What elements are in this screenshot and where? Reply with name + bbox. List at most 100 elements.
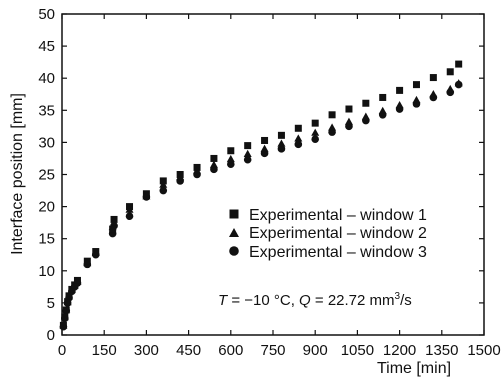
- data-point-window-1: [446, 68, 454, 76]
- data-point-window-1: [64, 298, 72, 306]
- data-point-window-1: [159, 177, 167, 185]
- conditions-annotation: T = −10 °C, Q = 22.72 mm3/s: [218, 291, 412, 309]
- data-point-window-1: [277, 131, 285, 139]
- data-point-window-1: [109, 225, 117, 233]
- y-tick-label: 50: [38, 6, 55, 23]
- y-tick-label: 15: [38, 231, 55, 248]
- data-point-window-2: [209, 160, 218, 168]
- y-axis-ticks: 0 5 10 15 20 25 30 35 40 45 50: [38, 6, 484, 344]
- annotation-T-value: = −10 °C,: [227, 292, 299, 309]
- data-point-window-1: [412, 81, 420, 89]
- data-point-window-1: [193, 163, 201, 171]
- x-tick-label: 300: [134, 342, 159, 359]
- data-point-window-2: [361, 112, 370, 120]
- data-points: [59, 60, 463, 331]
- data-point-window-1: [210, 154, 218, 162]
- data-point-window-3: [159, 186, 168, 195]
- data-point-window-1: [83, 257, 91, 265]
- legend-label-window-1: Experimental – window 1: [249, 207, 427, 224]
- data-point-window-2: [328, 123, 337, 131]
- data-point-window-1: [65, 292, 73, 300]
- data-point-window-3: [243, 155, 252, 164]
- data-point-window-2: [446, 84, 455, 93]
- data-point-window-2: [395, 100, 404, 109]
- data-point-window-1: [142, 190, 150, 198]
- data-point-window-1: [68, 285, 76, 293]
- x-tick-label: 150: [92, 342, 117, 359]
- y-tick-label: 20: [38, 199, 55, 216]
- data-point-window-2: [344, 117, 353, 125]
- data-point-window-1: [396, 86, 404, 94]
- annotation-T-symbol: T: [218, 292, 229, 309]
- y-tick-label: 30: [38, 134, 55, 151]
- x-tick-label: 1350: [425, 342, 458, 359]
- legend: Experimental – window 1 Experimental – w…: [229, 207, 427, 261]
- x-tick-label: 600: [218, 342, 243, 359]
- data-point-window-1: [379, 93, 387, 101]
- data-point-window-3: [227, 160, 235, 169]
- y-tick-label: 40: [38, 70, 55, 87]
- x-tick-label: 1050: [341, 342, 374, 359]
- data-point-window-2: [412, 95, 421, 104]
- annotation-Q-unit: /s: [400, 292, 412, 309]
- legend-circle-marker: [229, 246, 239, 256]
- data-point-window-3: [277, 145, 286, 153]
- plot-frame: [61, 13, 485, 336]
- legend-label-window-3: Experimental – window 3: [249, 244, 427, 261]
- data-point-window-2: [260, 144, 269, 152]
- x-tick-label: 1500: [467, 342, 500, 359]
- y-tick-label: 25: [38, 167, 55, 184]
- annotation-Q-exponent: 3: [395, 291, 401, 302]
- data-point-window-1: [429, 74, 437, 82]
- y-axis-label: Interface position [mm]: [9, 93, 26, 255]
- annotation-Q-value: = 22.72 mm: [311, 292, 395, 309]
- y-tick-label: 45: [38, 38, 55, 55]
- data-point-window-1: [311, 119, 319, 127]
- data-point-window-1: [345, 105, 353, 113]
- data-point-window-1: [455, 60, 463, 68]
- data-point-window-1: [61, 313, 69, 321]
- data-point-window-1: [71, 281, 79, 289]
- data-point-window-2: [311, 128, 320, 136]
- data-point-window-1: [73, 276, 81, 284]
- data-point-window-1: [110, 215, 118, 223]
- y-tick-label: 5: [47, 295, 55, 312]
- data-point-window-1: [92, 248, 100, 256]
- data-point-window-1: [362, 99, 370, 107]
- x-tick-label: 750: [260, 342, 285, 359]
- data-point-window-1: [244, 142, 252, 150]
- x-tick-label: 0: [58, 342, 66, 359]
- data-point-window-1: [176, 171, 184, 178]
- data-point-window-1: [59, 321, 67, 329]
- y-tick-label: 0: [47, 327, 55, 344]
- legend-label-window-2: Experimental – window 2: [249, 225, 427, 242]
- y-tick-label: 35: [38, 102, 55, 119]
- x-axis-label: Time [min]: [377, 360, 451, 377]
- y-tick-label: 10: [38, 263, 55, 280]
- data-point-window-1: [328, 111, 336, 119]
- x-tick-label: 900: [303, 342, 328, 359]
- legend-square-marker: [229, 209, 239, 219]
- data-point-window-1: [227, 147, 235, 155]
- annotation-Q-symbol: Q: [299, 292, 311, 309]
- x-tick-label: 1200: [383, 342, 416, 359]
- data-point-window-3: [311, 135, 320, 143]
- data-point-window-2: [454, 79, 463, 87]
- data-point-window-1: [261, 136, 269, 144]
- data-point-window-1: [294, 124, 302, 132]
- data-point-window-2: [226, 154, 235, 163]
- data-point-window-2: [277, 139, 286, 147]
- data-point-window-3: [294, 140, 303, 149]
- data-point-window-2: [294, 134, 303, 142]
- data-point-window-2: [243, 149, 252, 157]
- data-point-window-2: [378, 106, 387, 114]
- data-point-window-1: [62, 306, 70, 314]
- x-tick-label: 450: [176, 342, 201, 359]
- legend-triangle-marker: [229, 228, 239, 237]
- data-point-window-2: [429, 90, 438, 98]
- data-point-window-3: [125, 212, 134, 221]
- data-point-window-1: [126, 203, 134, 211]
- x-axis-ticks: 0 150 300 450 600 750 900 1050 1200 1350 1500: [58, 14, 501, 359]
